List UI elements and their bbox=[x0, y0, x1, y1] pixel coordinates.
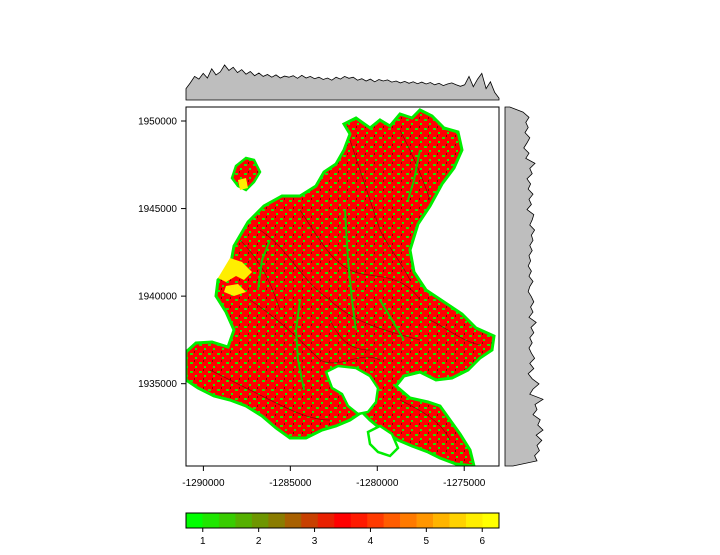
high-value-patch bbox=[224, 284, 246, 296]
colorbar-tick-label: 4 bbox=[368, 536, 374, 547]
colorbar-swatch bbox=[202, 513, 220, 528]
colorbar-swatch bbox=[218, 513, 236, 528]
y-axis: 1935000 1940000 1945000 1950000 bbox=[138, 117, 186, 390]
colorbar-swatch bbox=[186, 513, 203, 528]
raster-lake bbox=[324, 364, 380, 416]
colorbar-swatch bbox=[284, 513, 302, 528]
colorbar-ticks: 1 2 3 4 5 6 bbox=[200, 528, 485, 547]
top-marginal-area bbox=[185, 64, 500, 101]
colorbar-swatch bbox=[433, 513, 450, 528]
colorbar-tick-label: 6 bbox=[479, 536, 485, 547]
colorbar-frame bbox=[185, 512, 500, 529]
top-marginal-plot bbox=[185, 64, 500, 101]
map-panel bbox=[185, 106, 500, 467]
y-tick-label: 1940000 bbox=[138, 292, 177, 303]
colorbar-swatch bbox=[334, 513, 352, 528]
x-tick-label: -1285000 bbox=[269, 478, 312, 489]
colorbar-swatches bbox=[186, 513, 500, 528]
colorbar-swatch bbox=[235, 513, 253, 528]
raster-bay bbox=[366, 424, 400, 458]
high-value-patch bbox=[218, 258, 252, 282]
colorbar-tick-label: 5 bbox=[424, 536, 430, 547]
x-axis: -1290000 -1285000 -1280000 -1275000 bbox=[182, 466, 486, 489]
colorbar-tick-label: 3 bbox=[312, 536, 318, 547]
colorbar-swatch bbox=[416, 513, 434, 528]
colorbar-swatch bbox=[466, 513, 483, 528]
colorbar-tick-label: 2 bbox=[256, 536, 262, 547]
colorbar-swatch bbox=[449, 513, 467, 528]
y-tick-label: 1945000 bbox=[138, 204, 177, 215]
x-tick-label: -1275000 bbox=[443, 478, 486, 489]
colorbar-tick-label: 1 bbox=[200, 536, 206, 547]
right-marginal-plot bbox=[504, 106, 544, 467]
x-tick-label: -1290000 bbox=[182, 478, 225, 489]
high-value-patch bbox=[238, 178, 248, 190]
colorbar-swatch bbox=[350, 513, 368, 528]
colorbar-swatch bbox=[317, 513, 335, 528]
y-tick-label: 1935000 bbox=[138, 379, 177, 390]
colorbar: 1 2 3 4 5 6 bbox=[185, 512, 500, 547]
right-marginal-area bbox=[504, 106, 544, 467]
raster-layer bbox=[186, 108, 496, 466]
colorbar-swatch bbox=[400, 513, 417, 528]
colorbar-swatch bbox=[482, 513, 500, 528]
colorbar-swatch bbox=[268, 513, 286, 528]
colorbar-swatch bbox=[251, 513, 269, 528]
x-tick-label: -1280000 bbox=[356, 478, 399, 489]
map-panel-frame bbox=[185, 106, 500, 467]
colorbar-swatch bbox=[383, 513, 401, 528]
raster-texture bbox=[209, 129, 481, 441]
colorbar-swatch bbox=[301, 513, 319, 528]
y-tick-label: 1950000 bbox=[138, 117, 177, 128]
colorbar-swatch bbox=[367, 513, 384, 528]
raster-valleys bbox=[257, 149, 421, 391]
